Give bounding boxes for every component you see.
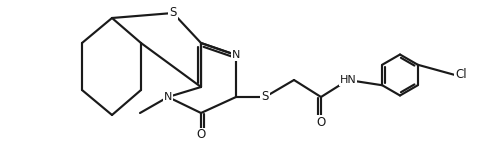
- Text: N: N: [164, 92, 172, 102]
- Text: O: O: [316, 115, 325, 128]
- Text: Cl: Cl: [454, 69, 466, 82]
- Text: HN: HN: [339, 75, 356, 85]
- Text: S: S: [261, 90, 268, 104]
- Text: S: S: [169, 7, 176, 20]
- Text: O: O: [196, 128, 205, 142]
- Text: N: N: [231, 50, 240, 60]
